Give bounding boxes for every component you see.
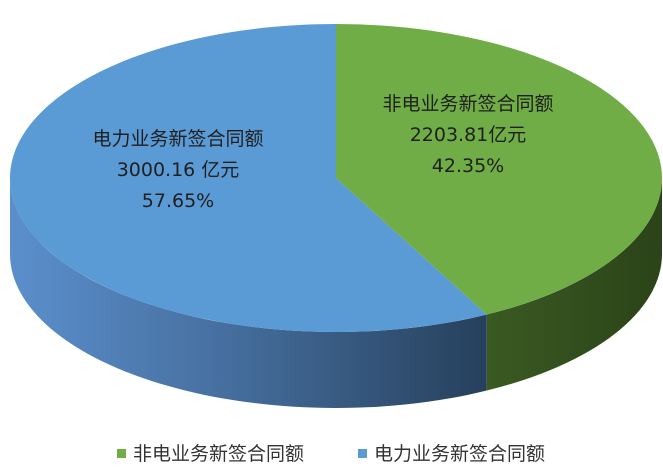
legend: 非电业务新签合同额 电力业务新签合同额 [117, 443, 545, 465]
pie-slice-electric [9, 23, 487, 332]
pie-slice-nonelectric [336, 24, 662, 315]
legend-label-electric: 电力业务新签合同额 [374, 443, 545, 465]
slice-label-nonelectric-value: 2203.81亿元 [410, 124, 527, 146]
slice-label-electric-value: 3000.16 亿元 [117, 159, 240, 181]
pie-side-nonelectric [486, 178, 662, 391]
slice-label-electric-name: 电力业务新签合同额 [92, 128, 263, 150]
pie-side-electric [10, 178, 487, 408]
slice-label-nonelectric: 非电业务新签合同额 2203.81亿元 42.35% [382, 93, 553, 177]
legend-swatch-nonelectric [117, 449, 126, 458]
slice-label-nonelectric-percent: 42.35% [432, 155, 504, 177]
slice-label-nonelectric-name: 非电业务新签合同额 [382, 93, 553, 115]
slice-label-electric: 电力业务新签合同额 3000.16 亿元 57.65% [92, 128, 263, 212]
legend-swatch-electric [358, 449, 367, 458]
legend-label-nonelectric: 非电业务新签合同额 [133, 443, 304, 465]
slice-label-electric-percent: 57.65% [142, 190, 214, 212]
